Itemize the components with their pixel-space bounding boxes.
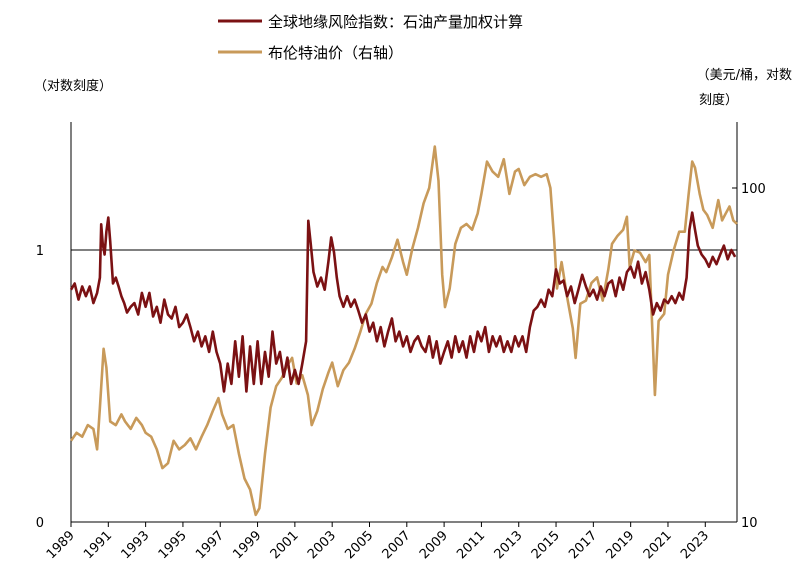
right-axis-label-line1: （美元/桶，对数 (697, 68, 792, 83)
x-tick-label-2019: 2019 (603, 528, 637, 562)
x-tick-label-2017: 2017 (566, 528, 600, 562)
x-tick-label-2013: 2013 (492, 528, 526, 562)
x-tick-label-1997: 1997 (193, 528, 227, 562)
series-layer (69, 145, 738, 517)
x-tick-label-2011: 2011 (454, 528, 488, 562)
x-tick-label-2009: 2009 (417, 528, 451, 562)
right-axis-label-line2: 刻度） (699, 92, 738, 108)
x-tick-label-1991: 1991 (81, 528, 115, 562)
legend-label-brent: 布伦特油价（右轴） (268, 44, 403, 62)
x-tick-label-2005: 2005 (342, 528, 376, 562)
x-tick-label-1993: 1993 (118, 528, 152, 562)
left-tick-label-1: 1 (36, 244, 44, 259)
x-tick-label-1989: 1989 (44, 528, 78, 562)
x-tick-label-2001: 2001 (268, 528, 302, 562)
x-tick-label-1999: 1999 (230, 528, 264, 562)
right-tick-label-100: 100 (741, 182, 766, 197)
x-tick-label-2007: 2007 (380, 528, 414, 562)
left-axis-label: （对数刻度） (34, 78, 112, 94)
x-tick-label-1995: 1995 (156, 528, 190, 562)
right-tick-label-10: 10 (741, 516, 758, 531)
x-tick-label-2003: 2003 (305, 528, 339, 562)
legend-label-geopolitical-risk: 全球地缘风险指数：石油产量加权计算 (268, 13, 523, 31)
x-axis-ticks: 1989 1991 1993 1995 1997 1999 2001 2003 2005 2007… (44, 522, 712, 562)
left-tick-label-0: 0 (36, 516, 44, 531)
series-line-geopolitical-risk (69, 211, 737, 393)
x-tick-label-2021: 2021 (641, 528, 675, 562)
legend: 全球地缘风险指数：石油产量加权计算 布伦特油价（右轴） (218, 13, 523, 62)
series-line-brent (69, 145, 738, 517)
x-tick-label-2015: 2015 (529, 528, 563, 562)
x-tick-label-2023: 2023 (678, 528, 712, 562)
